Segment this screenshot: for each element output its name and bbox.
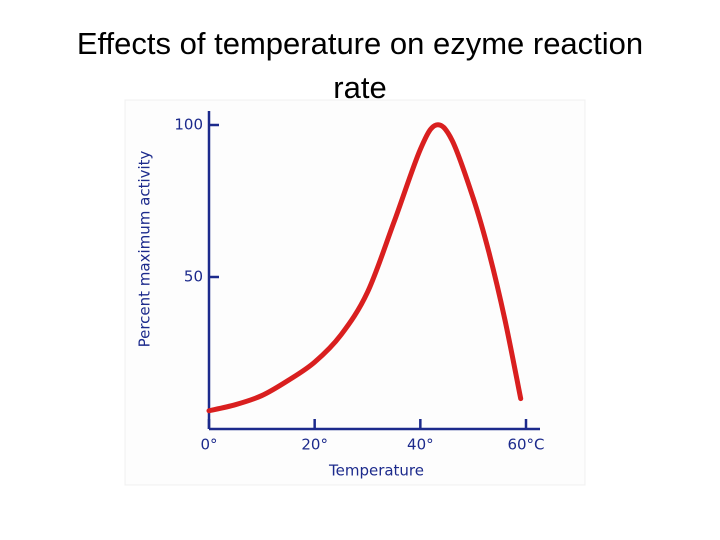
y-tick-label: 50 <box>184 268 203 286</box>
x-tick-label: 20° <box>301 436 328 454</box>
title-text: Effects of temperature on ezyme reaction… <box>76 26 644 105</box>
x-tick-label: 0° <box>200 436 217 454</box>
chart-panel <box>124 99 586 486</box>
x-axis-label: Temperature <box>328 462 424 480</box>
x-tick-label: 60°C <box>507 436 544 454</box>
activity-curve <box>206 122 524 414</box>
y-tick-label: 100 <box>174 116 203 134</box>
x-tick-label: 40° <box>407 436 434 454</box>
slide-title: Effects of temperature on ezyme reaction… <box>0 22 720 110</box>
y-axis-label: Percent maximum activity <box>136 150 154 347</box>
